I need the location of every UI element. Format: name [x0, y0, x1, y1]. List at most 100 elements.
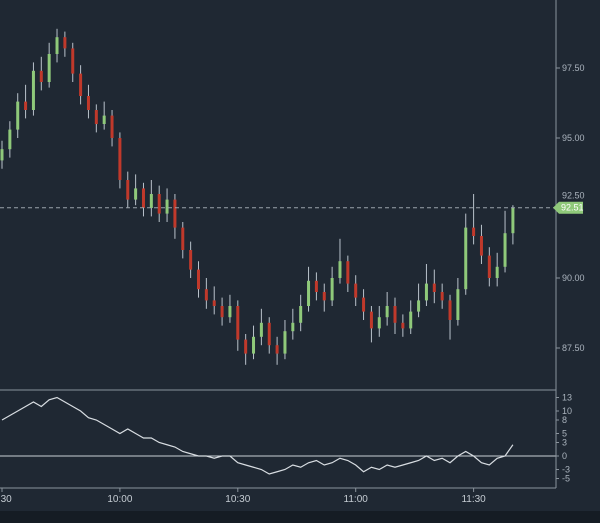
candle — [118, 132, 122, 189]
time-tick-label: 10:30 — [225, 494, 250, 505]
candle — [165, 188, 169, 222]
candle — [236, 300, 240, 351]
candle-body — [181, 227, 185, 250]
candle — [267, 317, 271, 354]
candle — [346, 255, 350, 292]
last-price-label: 92.51 — [561, 203, 584, 213]
candle — [86, 84, 90, 119]
candle — [24, 84, 28, 119]
price-tick-label: 92.50 — [562, 191, 585, 201]
candle-body — [259, 322, 263, 337]
candle-body — [432, 283, 436, 292]
oscillator-line — [1, 396, 514, 475]
candle-body — [307, 280, 311, 306]
candle-body — [417, 300, 421, 312]
candle-body — [299, 306, 303, 323]
candle — [299, 294, 303, 332]
candle — [181, 222, 185, 259]
candle — [338, 238, 342, 284]
candle — [362, 289, 366, 320]
candle-body — [228, 306, 232, 318]
time-tick-label: 10:00 — [107, 494, 132, 505]
candle-body — [79, 73, 83, 96]
candle-body — [197, 269, 200, 290]
time-tick-label: 11:00 — [344, 494, 369, 505]
candle — [173, 194, 177, 239]
candle-body — [472, 227, 476, 236]
candle — [307, 266, 311, 312]
candle-body — [94, 110, 98, 124]
candle-body — [149, 194, 153, 208]
candle — [369, 306, 373, 343]
candle-body — [31, 70, 35, 110]
candle-body — [314, 280, 318, 292]
candle-body — [393, 306, 397, 323]
candle — [259, 308, 263, 346]
candle — [479, 224, 483, 264]
candle — [503, 210, 507, 273]
candle-body — [0, 149, 4, 161]
candle — [283, 320, 287, 360]
candle-body — [354, 283, 358, 298]
oscillator-tick-label: 8 — [562, 415, 567, 425]
candle — [409, 300, 413, 334]
candle-body — [283, 331, 287, 354]
candle — [424, 264, 428, 306]
candle-body — [409, 311, 413, 329]
oscillator-tick-label: 5 — [562, 429, 567, 439]
candle — [440, 283, 444, 309]
candle-body — [212, 300, 216, 306]
candle-body — [291, 322, 295, 332]
price-tick-label: 87.50 — [562, 343, 585, 353]
candle-body — [322, 292, 326, 301]
candle-body — [8, 129, 12, 150]
price-tick-label: 90.00 — [562, 273, 585, 283]
candle-body — [165, 199, 169, 214]
candle — [244, 334, 248, 365]
candle — [0, 140, 4, 169]
oscillator-tick-label: 3 — [562, 438, 567, 448]
candle — [212, 286, 216, 315]
candle — [47, 42, 51, 88]
candle-body — [47, 54, 51, 82]
candle — [197, 261, 200, 298]
candle-body — [71, 48, 75, 74]
candle-body — [118, 138, 122, 180]
oscillator-tick-label: -3 — [562, 465, 570, 475]
candle-body — [244, 339, 248, 354]
candle-body — [401, 322, 405, 329]
candle-body — [236, 306, 240, 340]
candle — [102, 101, 106, 130]
candle — [189, 241, 193, 278]
candle — [220, 297, 224, 326]
candle-body — [24, 101, 28, 110]
candle — [31, 62, 35, 116]
candle — [110, 110, 114, 147]
candle — [157, 185, 161, 222]
candle-body — [487, 255, 491, 278]
candle-body — [440, 292, 444, 301]
candle-body — [479, 236, 483, 256]
candle-body — [252, 336, 256, 354]
candle — [393, 297, 397, 334]
candle-body — [102, 115, 106, 124]
candle-body — [141, 188, 145, 208]
candle-body — [157, 194, 161, 214]
candle — [8, 121, 12, 158]
candle-body — [495, 266, 499, 278]
candle — [314, 272, 318, 301]
time-tick-label: 11:30 — [461, 494, 486, 505]
candle — [511, 205, 515, 245]
candle — [464, 213, 468, 295]
candle-body — [385, 306, 389, 318]
candle — [354, 275, 358, 306]
oscillator-tick-label: 10 — [562, 406, 572, 416]
candle — [377, 306, 381, 337]
candle-body — [338, 261, 342, 278]
candle-body — [126, 180, 130, 200]
candle-body — [346, 261, 350, 284]
candle — [432, 269, 436, 304]
candle — [495, 252, 499, 287]
candle-body — [267, 322, 271, 346]
